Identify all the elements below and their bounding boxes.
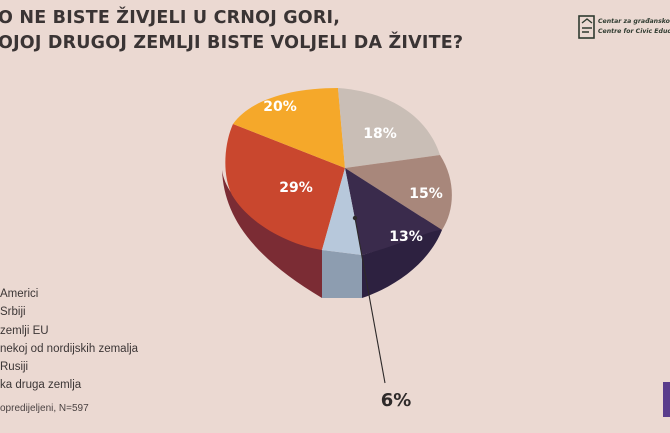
accent-bar: [663, 382, 670, 417]
pie-side-segment-neopredijeljeni: [322, 250, 362, 298]
logo-mark-icon: [578, 15, 595, 39]
slice-label-amerika: 18%: [363, 126, 397, 142]
legend-label: Srbiji: [0, 306, 26, 319]
title-line-1: O NE BISTE ŽIVJELI U CRNOJ GORI,: [0, 8, 341, 28]
pie-slice-rusija: [233, 88, 345, 168]
slice-label-eu: 13%: [389, 229, 423, 245]
sample-size-footnote: opredijeljeni, N=597: [0, 403, 89, 414]
callout-marker-dot: [352, 215, 358, 221]
slice-label-srbija: 15%: [409, 186, 443, 202]
pie-slice-srbija: [345, 155, 452, 230]
legend-label: ka druga zemlja: [0, 379, 82, 392]
slice-label-druga-zemlja: 29%: [279, 180, 313, 196]
logo-text: Centar za građansko ob Centre for Civic …: [598, 17, 670, 37]
logo-text-line-1: Centar za građansko ob: [598, 18, 670, 25]
pie-slice-neopredijeljeni: [322, 168, 362, 255]
title-line-2: OJOJ DRUGOJ ZEMLJI BISTE VOLJELI DA ŽIVI…: [0, 33, 464, 53]
pie-slice-druga-zemlja: [225, 124, 345, 250]
organization-logo: Centar za građansko ob Centre for Civic …: [577, 13, 670, 45]
legend-label: zemlji EU: [0, 324, 49, 337]
pie-slice-eu: [345, 168, 442, 255]
pie-top: [225, 88, 452, 255]
pie-side-segment-druga: [222, 170, 322, 298]
chart-title: O NE BISTE ŽIVJELI U CRNOJ GORI, OJOJ DR…: [0, 6, 463, 56]
pie-slice-amerika: [338, 88, 440, 168]
slice-label-neopredijeljeni: 6%: [381, 390, 412, 411]
legend-label: Rusiji: [0, 361, 29, 374]
legend-label: nekoj od nordijskih zemalja: [0, 342, 139, 355]
logo-text-line-2: Centre for Civic Educatio: [598, 28, 670, 35]
legend-label: Americi: [0, 288, 39, 300]
slice-label-rusija: 20%: [263, 99, 297, 115]
callout-leader-line: [354, 217, 386, 384]
